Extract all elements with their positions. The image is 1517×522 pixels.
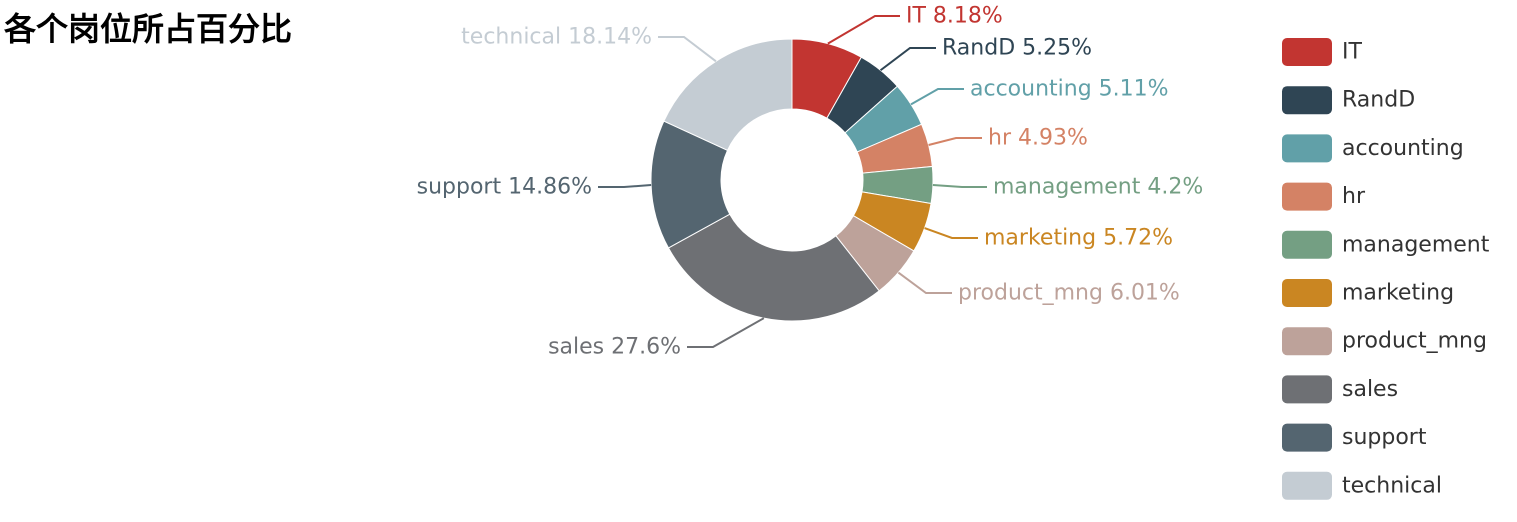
legend-label-hr: hr xyxy=(1342,184,1366,209)
legend-label-support: support xyxy=(1342,425,1427,450)
legend-item-management[interactable]: management xyxy=(1282,230,1490,259)
legend-item-hr[interactable]: hr xyxy=(1282,182,1366,211)
legend: IT RandD accounting hr management marketing pr… xyxy=(1282,38,1490,500)
legend-item-marketing[interactable]: marketing xyxy=(1282,279,1454,307)
legend-item-RandD[interactable]: RandD xyxy=(1282,86,1415,115)
legend-label-RandD: RandD xyxy=(1342,88,1415,113)
legend-label-marketing: marketing xyxy=(1342,281,1454,306)
slice-label-hr: hr 4.93% xyxy=(988,126,1088,151)
slice-label-RandD: RandD 5.25% xyxy=(942,36,1092,61)
slice-label-marketing: marketing 5.72% xyxy=(984,226,1173,251)
slice-technical[interactable] xyxy=(663,38,793,151)
legend-swatch-marketing xyxy=(1282,279,1332,307)
legend-item-sales[interactable]: sales xyxy=(1282,375,1398,404)
leader-line-technical xyxy=(658,36,717,63)
legend-label-IT: IT xyxy=(1342,40,1362,65)
legend-swatch-technical xyxy=(1282,471,1332,500)
legend-label-product_mng: product_mng xyxy=(1342,329,1487,354)
leader-line-hr xyxy=(928,137,982,146)
legend-label-technical: technical xyxy=(1342,473,1442,498)
slice-sales[interactable] xyxy=(667,213,880,322)
leader-line-support xyxy=(598,184,652,188)
slice-label-support: support 14.86% xyxy=(417,175,592,200)
legend-label-management: management xyxy=(1342,232,1490,257)
legend-swatch-hr xyxy=(1282,182,1332,211)
legend-swatch-accounting xyxy=(1282,134,1332,163)
slice-label-accounting: accounting 5.11% xyxy=(970,77,1169,102)
legend-swatch-RandD xyxy=(1282,86,1332,115)
leader-line-product_mng xyxy=(897,271,952,294)
legend-swatch-product_mng xyxy=(1282,327,1332,356)
leader-line-management xyxy=(932,184,987,188)
chart-title: 各个岗位所占百分比 xyxy=(4,10,293,48)
leader-line-IT xyxy=(827,15,900,45)
legend-swatch-management xyxy=(1282,230,1332,259)
legend-item-IT[interactable]: IT xyxy=(1282,38,1362,66)
legend-item-product_mng[interactable]: product_mng xyxy=(1282,327,1487,356)
legend-item-support[interactable]: support xyxy=(1282,423,1427,452)
slice-label-product_mng: product_mng 6.01% xyxy=(958,281,1180,306)
slice-label-IT: IT 8.18% xyxy=(906,4,1003,29)
slice-labels-layer: IT 8.18% RandD 5.25% accounting 5.11% hr 4.… xyxy=(417,4,1204,360)
slice-label-management: management 4.2% xyxy=(993,175,1203,200)
legend-item-technical[interactable]: technical xyxy=(1282,471,1442,500)
legend-swatch-IT xyxy=(1282,38,1332,66)
slice-label-sales: sales 27.6% xyxy=(548,335,681,360)
legend-swatch-sales xyxy=(1282,375,1332,404)
leader-line-sales xyxy=(687,317,765,348)
legend-label-accounting: accounting xyxy=(1342,136,1464,161)
leader-line-RandD xyxy=(879,47,936,72)
legend-item-accounting[interactable]: accounting xyxy=(1282,134,1464,163)
slice-label-technical: technical 18.14% xyxy=(461,25,652,50)
leader-line-accounting xyxy=(910,88,964,106)
leader-lines-layer xyxy=(598,15,987,348)
leader-line-marketing xyxy=(924,227,978,239)
slices-layer xyxy=(650,38,934,322)
legend-label-sales: sales xyxy=(1342,377,1398,402)
legend-swatch-support xyxy=(1282,423,1332,452)
